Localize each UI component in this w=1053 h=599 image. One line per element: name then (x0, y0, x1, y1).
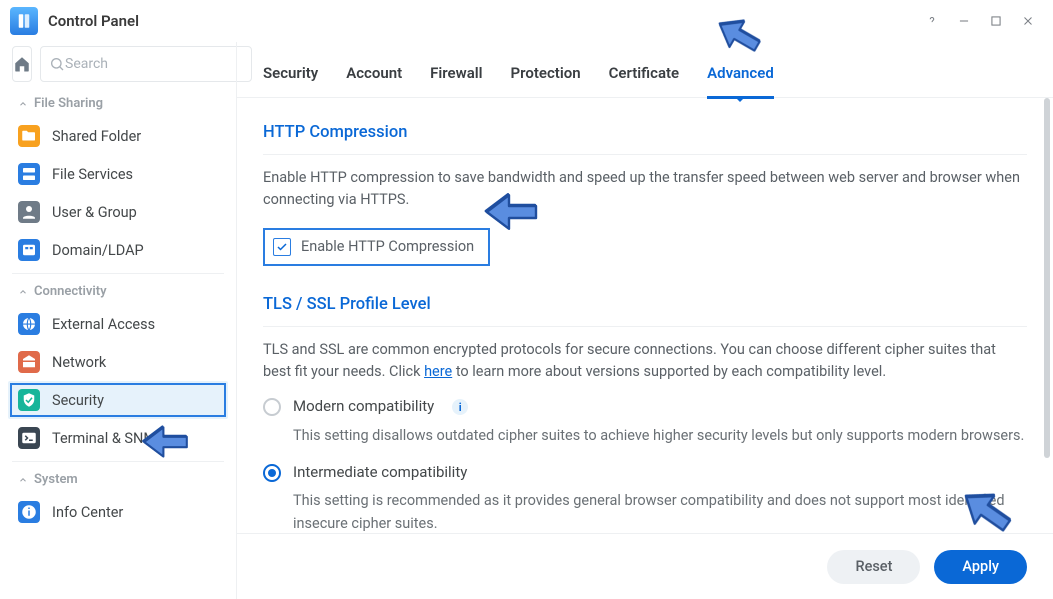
sidebar-group-file sharing[interactable]: File Sharing (0, 90, 236, 117)
enable-http-compression-checkbox[interactable]: Enable HTTP Compression (263, 228, 490, 266)
chevron-up-icon (18, 287, 28, 297)
search-field-wrap[interactable] (40, 46, 252, 82)
app-icon (10, 7, 38, 35)
sidebar-item-label: Domain/LDAP (52, 242, 144, 259)
sidebar-group-label: System (34, 472, 78, 487)
tab-firewall[interactable]: Firewall (430, 64, 482, 99)
search-icon (49, 56, 65, 72)
chevron-up-icon (18, 475, 28, 485)
radio-icon (263, 398, 281, 416)
sidebar-divider (12, 461, 224, 462)
sidebar-item-label: File Services (52, 166, 133, 183)
sidebar-item-domain-ldap[interactable]: Domain/LDAP (0, 231, 236, 269)
network-icon (18, 351, 40, 373)
tab-account[interactable]: Account (346, 64, 402, 99)
sidebar-item-info-center[interactable]: Info Center (0, 493, 236, 531)
radio-description: This setting disallows outdated cipher s… (293, 425, 1027, 447)
tls-learn-more-link[interactable]: here (424, 363, 452, 380)
tabs-row: Security Account Firewall Protection Certifi… (237, 42, 1053, 98)
globe-icon (18, 313, 40, 335)
http-description: Enable HTTP compression to save bandwidt… (263, 167, 1027, 212)
sidebar-group-connectivity[interactable]: Connectivity (0, 278, 236, 305)
section-divider (263, 326, 1027, 327)
section-divider (263, 154, 1027, 155)
sidebar-item-label: Info Center (52, 504, 123, 521)
tls-description: TLS and SSL are common encrypted protoco… (263, 339, 1027, 384)
section-title-http: HTTP Compression (263, 116, 1027, 154)
title-bar: Control Panel (0, 0, 1053, 42)
home-button[interactable] (12, 46, 32, 82)
sidebar-item-file-services[interactable]: File Services (0, 155, 236, 193)
sidebar-item-label: Terminal & SNMP (52, 430, 165, 447)
footer-bar: Reset Apply (237, 533, 1053, 599)
help-button[interactable] (919, 8, 945, 34)
maximize-button[interactable] (983, 8, 1009, 34)
content-area: HTTP Compression Enable HTTP compression… (237, 98, 1053, 599)
user-icon (18, 201, 40, 223)
sidebar-group-system[interactable]: System (0, 466, 236, 493)
checkbox-label: Enable HTTP Compression (301, 236, 474, 258)
radio-label: Intermediate compatibility (293, 461, 467, 484)
reset-button[interactable]: Reset (827, 550, 920, 584)
sidebar-item-label: Shared Folder (52, 128, 141, 145)
scrollbar[interactable] (1044, 98, 1050, 533)
tab-security[interactable]: Security (263, 64, 318, 99)
radio-label: Modern compatibility (293, 395, 434, 418)
terminal-icon (18, 427, 40, 449)
domain-icon (18, 239, 40, 261)
info-icon[interactable]: i (452, 399, 468, 415)
sidebar-item-shared-folder[interactable]: Shared Folder (0, 117, 236, 155)
tls-desc-post: to learn more about versions supported b… (452, 363, 886, 380)
window-title: Control Panel (48, 12, 913, 30)
scrollbar-thumb[interactable] (1044, 98, 1050, 458)
sidebar-group-label: File Sharing (34, 96, 103, 111)
sidebar-item-security[interactable]: Security (8, 381, 228, 419)
sidebar-item-network[interactable]: Network (0, 343, 236, 381)
sidebar-item-terminal-snmp[interactable]: Terminal & SNMP (0, 419, 236, 457)
close-button[interactable] (1015, 8, 1041, 34)
sidebar-item-user-group[interactable]: User & Group (0, 193, 236, 231)
tls-option-1[interactable]: Intermediate compatibility (263, 461, 1027, 484)
sidebar-item-label: User & Group (52, 204, 137, 221)
chevron-up-icon (18, 99, 28, 109)
sidebar: File Sharing Shared Folder File Services Us… (0, 42, 236, 599)
main-panel: Security Account Firewall Protection Certifi… (236, 42, 1053, 599)
info-icon (18, 501, 40, 523)
tab-advanced[interactable]: Advanced (707, 64, 774, 99)
tab-protection[interactable]: Protection (511, 64, 581, 99)
folder-icon (18, 125, 40, 147)
checkbox-icon (273, 238, 291, 256)
sidebar-divider (12, 273, 224, 274)
minimize-button[interactable] (951, 8, 977, 34)
tab-certificate[interactable]: Certificate (609, 64, 680, 99)
sidebar-group-label: Connectivity (34, 284, 107, 299)
tls-option-0[interactable]: Modern compatibility i (263, 395, 1027, 418)
section-title-tls: TLS / SSL Profile Level (263, 288, 1027, 326)
radio-icon (263, 464, 281, 482)
search-input[interactable] (65, 56, 243, 72)
fileserv-icon (18, 163, 40, 185)
apply-button[interactable]: Apply (934, 550, 1027, 584)
sidebar-item-label: Network (52, 354, 106, 371)
radio-description: This setting is recommended as it provid… (293, 490, 1027, 535)
shield-icon (18, 389, 40, 411)
sidebar-item-external-access[interactable]: External Access (0, 305, 236, 343)
sidebar-item-label: External Access (52, 316, 155, 333)
sidebar-item-label: Security (52, 392, 104, 409)
